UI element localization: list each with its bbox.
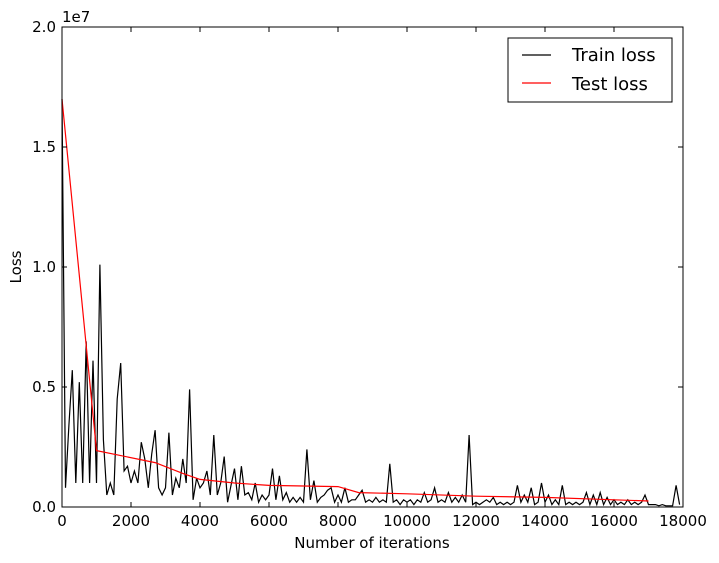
x-tick-label: 10000	[383, 512, 431, 530]
x-tick-label: 16000	[590, 512, 638, 530]
x-tick-label: 2000	[112, 512, 150, 530]
x-tick-label: 14000	[521, 512, 569, 530]
ticks-layer: 0 2000 4000 6000 8000 10000 12000 14000 16000 180…	[32, 18, 707, 530]
test-loss-line	[61, 98, 649, 502]
x-tick-label: 18000	[659, 512, 707, 530]
x-tick-label: 6000	[250, 512, 288, 530]
y-tick-label: 1.0	[32, 258, 56, 276]
legend-label-train: Train loss	[571, 45, 656, 66]
y-tick-label: 0.0	[32, 498, 56, 516]
y-tick-label: 2.0	[32, 18, 56, 36]
y-tick-label: 0.5	[32, 378, 56, 396]
y-axis-label: Loss	[7, 250, 25, 283]
x-tick-label: 0	[57, 512, 67, 530]
x-tick-label: 12000	[452, 512, 500, 530]
series-layer	[61, 98, 681, 507]
train-loss-line	[61, 98, 681, 507]
x-tick-label: 4000	[181, 512, 219, 530]
y-multiplier-label: 1e7	[62, 8, 90, 26]
y-tick-label: 1.5	[32, 138, 56, 156]
legend-label-test: Test loss	[571, 74, 648, 95]
legend-box	[507, 37, 673, 103]
legend: Train loss Test loss	[507, 37, 673, 103]
x-tick-label: 8000	[319, 512, 357, 530]
x-axis-label: Number of iterations	[294, 534, 450, 552]
